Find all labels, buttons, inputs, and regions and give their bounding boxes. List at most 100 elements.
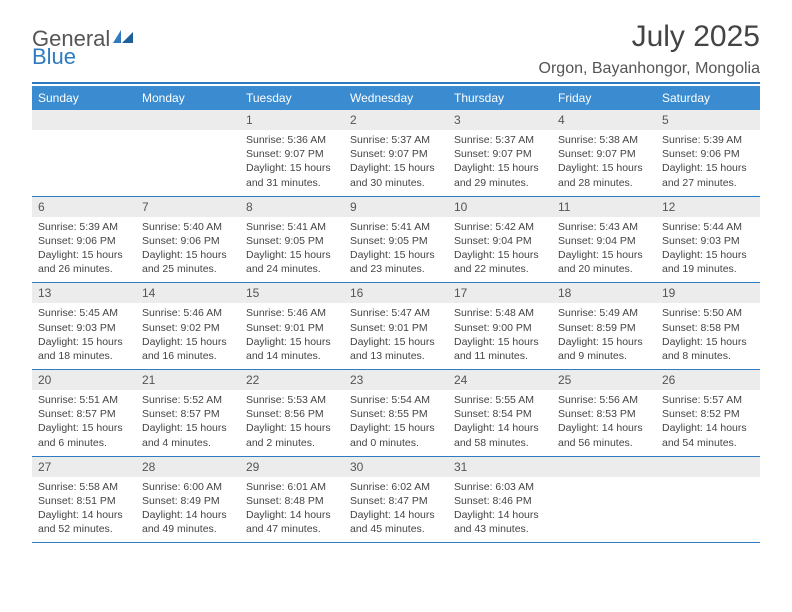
- weekday-wed: Wednesday: [344, 86, 448, 110]
- day-cell: 10Sunrise: 5:42 AMSunset: 9:04 PMDayligh…: [448, 197, 552, 283]
- day-number: 17: [448, 283, 552, 303]
- week-row: 13Sunrise: 5:45 AMSunset: 9:03 PMDayligh…: [32, 283, 760, 370]
- day-number: 12: [656, 197, 760, 217]
- day-body: Sunrise: 5:46 AMSunset: 9:02 PMDaylight:…: [136, 303, 240, 369]
- week-row: 6Sunrise: 5:39 AMSunset: 9:06 PMDaylight…: [32, 197, 760, 284]
- day-number: 1: [240, 110, 344, 130]
- weekday-header: Sunday Monday Tuesday Wednesday Thursday…: [32, 86, 760, 110]
- day-cell: 7Sunrise: 5:40 AMSunset: 9:06 PMDaylight…: [136, 197, 240, 283]
- day-body: Sunrise: 5:46 AMSunset: 9:01 PMDaylight:…: [240, 303, 344, 369]
- day-cell: 13Sunrise: 5:45 AMSunset: 9:03 PMDayligh…: [32, 283, 136, 369]
- day-number: 23: [344, 370, 448, 390]
- day-number: 22: [240, 370, 344, 390]
- day-number: 8: [240, 197, 344, 217]
- day-cell: 20Sunrise: 5:51 AMSunset: 8:57 PMDayligh…: [32, 370, 136, 456]
- day-number: [656, 457, 760, 477]
- day-body: Sunrise: 5:42 AMSunset: 9:04 PMDaylight:…: [448, 217, 552, 283]
- day-cell: 16Sunrise: 5:47 AMSunset: 9:01 PMDayligh…: [344, 283, 448, 369]
- header: General July 2025: [0, 0, 792, 66]
- day-cell: 12Sunrise: 5:44 AMSunset: 9:03 PMDayligh…: [656, 197, 760, 283]
- day-body: Sunrise: 5:43 AMSunset: 9:04 PMDaylight:…: [552, 217, 656, 283]
- calendar-grid: 1Sunrise: 5:36 AMSunset: 9:07 PMDaylight…: [32, 110, 760, 543]
- day-cell: 30Sunrise: 6:02 AMSunset: 8:47 PMDayligh…: [344, 457, 448, 543]
- day-number: 14: [136, 283, 240, 303]
- day-cell: 14Sunrise: 5:46 AMSunset: 9:02 PMDayligh…: [136, 283, 240, 369]
- day-number: 19: [656, 283, 760, 303]
- day-number: 16: [344, 283, 448, 303]
- day-cell: [136, 110, 240, 196]
- day-number: 7: [136, 197, 240, 217]
- day-number: 2: [344, 110, 448, 130]
- day-number: 24: [448, 370, 552, 390]
- day-number: 30: [344, 457, 448, 477]
- day-body: Sunrise: 5:37 AMSunset: 9:07 PMDaylight:…: [344, 130, 448, 196]
- day-cell: 28Sunrise: 6:00 AMSunset: 8:49 PMDayligh…: [136, 457, 240, 543]
- day-number: 28: [136, 457, 240, 477]
- day-number: 5: [656, 110, 760, 130]
- day-cell: [32, 110, 136, 196]
- day-cell: 11Sunrise: 5:43 AMSunset: 9:04 PMDayligh…: [552, 197, 656, 283]
- day-number: 4: [552, 110, 656, 130]
- day-number: 26: [656, 370, 760, 390]
- day-body: Sunrise: 5:49 AMSunset: 8:59 PMDaylight:…: [552, 303, 656, 369]
- day-body: Sunrise: 5:53 AMSunset: 8:56 PMDaylight:…: [240, 390, 344, 456]
- day-body: Sunrise: 5:37 AMSunset: 9:07 PMDaylight:…: [448, 130, 552, 196]
- day-number: 11: [552, 197, 656, 217]
- day-body: Sunrise: 5:51 AMSunset: 8:57 PMDaylight:…: [32, 390, 136, 456]
- logo-text-2: Blue: [32, 44, 76, 70]
- day-number: 31: [448, 457, 552, 477]
- day-body: Sunrise: 5:54 AMSunset: 8:55 PMDaylight:…: [344, 390, 448, 456]
- day-body: Sunrise: 5:50 AMSunset: 8:58 PMDaylight:…: [656, 303, 760, 369]
- flag-icon: [112, 28, 134, 51]
- day-number: 3: [448, 110, 552, 130]
- day-cell: 31Sunrise: 6:03 AMSunset: 8:46 PMDayligh…: [448, 457, 552, 543]
- day-cell: 21Sunrise: 5:52 AMSunset: 8:57 PMDayligh…: [136, 370, 240, 456]
- day-cell: 26Sunrise: 5:57 AMSunset: 8:52 PMDayligh…: [656, 370, 760, 456]
- day-body: Sunrise: 6:00 AMSunset: 8:49 PMDaylight:…: [136, 477, 240, 543]
- day-body: Sunrise: 5:45 AMSunset: 9:03 PMDaylight:…: [32, 303, 136, 369]
- day-body: Sunrise: 5:58 AMSunset: 8:51 PMDaylight:…: [32, 477, 136, 543]
- weekday-sat: Saturday: [656, 86, 760, 110]
- weekday-mon: Monday: [136, 86, 240, 110]
- content: Orgon, Bayanhongor, Mongolia Sunday Mond…: [0, 60, 792, 543]
- day-cell: 17Sunrise: 5:48 AMSunset: 9:00 PMDayligh…: [448, 283, 552, 369]
- day-number: 18: [552, 283, 656, 303]
- day-body: Sunrise: 6:03 AMSunset: 8:46 PMDaylight:…: [448, 477, 552, 543]
- day-cell: 5Sunrise: 5:39 AMSunset: 9:06 PMDaylight…: [656, 110, 760, 196]
- title-block: July 2025: [632, 20, 760, 58]
- weekday-fri: Friday: [552, 86, 656, 110]
- day-body: Sunrise: 6:01 AMSunset: 8:48 PMDaylight:…: [240, 477, 344, 543]
- day-cell: 2Sunrise: 5:37 AMSunset: 9:07 PMDaylight…: [344, 110, 448, 196]
- month-title: July 2025: [632, 20, 760, 54]
- day-number: 6: [32, 197, 136, 217]
- day-cell: 9Sunrise: 5:41 AMSunset: 9:05 PMDaylight…: [344, 197, 448, 283]
- day-body: Sunrise: 5:52 AMSunset: 8:57 PMDaylight:…: [136, 390, 240, 456]
- day-body: Sunrise: 5:41 AMSunset: 9:05 PMDaylight:…: [240, 217, 344, 283]
- day-cell: 27Sunrise: 5:58 AMSunset: 8:51 PMDayligh…: [32, 457, 136, 543]
- location-row: Orgon, Bayanhongor, Mongolia: [32, 60, 760, 84]
- day-body: Sunrise: 5:48 AMSunset: 9:00 PMDaylight:…: [448, 303, 552, 369]
- weekday-sun: Sunday: [32, 86, 136, 110]
- day-number: 10: [448, 197, 552, 217]
- day-cell: 4Sunrise: 5:38 AMSunset: 9:07 PMDaylight…: [552, 110, 656, 196]
- day-cell: 22Sunrise: 5:53 AMSunset: 8:56 PMDayligh…: [240, 370, 344, 456]
- day-number: 9: [344, 197, 448, 217]
- day-number: 25: [552, 370, 656, 390]
- day-cell: 24Sunrise: 5:55 AMSunset: 8:54 PMDayligh…: [448, 370, 552, 456]
- weekday-thu: Thursday: [448, 86, 552, 110]
- day-number: 20: [32, 370, 136, 390]
- day-cell: 25Sunrise: 5:56 AMSunset: 8:53 PMDayligh…: [552, 370, 656, 456]
- day-body: Sunrise: 5:39 AMSunset: 9:06 PMDaylight:…: [656, 130, 760, 196]
- day-number: 13: [32, 283, 136, 303]
- day-body: Sunrise: 5:56 AMSunset: 8:53 PMDaylight:…: [552, 390, 656, 456]
- day-body: Sunrise: 5:41 AMSunset: 9:05 PMDaylight:…: [344, 217, 448, 283]
- day-body: Sunrise: 6:02 AMSunset: 8:47 PMDaylight:…: [344, 477, 448, 543]
- week-row: 20Sunrise: 5:51 AMSunset: 8:57 PMDayligh…: [32, 370, 760, 457]
- day-cell: 3Sunrise: 5:37 AMSunset: 9:07 PMDaylight…: [448, 110, 552, 196]
- day-cell: 1Sunrise: 5:36 AMSunset: 9:07 PMDaylight…: [240, 110, 344, 196]
- day-number: 27: [32, 457, 136, 477]
- day-cell: 8Sunrise: 5:41 AMSunset: 9:05 PMDaylight…: [240, 197, 344, 283]
- day-cell: 6Sunrise: 5:39 AMSunset: 9:06 PMDaylight…: [32, 197, 136, 283]
- week-row: 27Sunrise: 5:58 AMSunset: 8:51 PMDayligh…: [32, 457, 760, 544]
- day-body: Sunrise: 5:57 AMSunset: 8:52 PMDaylight:…: [656, 390, 760, 456]
